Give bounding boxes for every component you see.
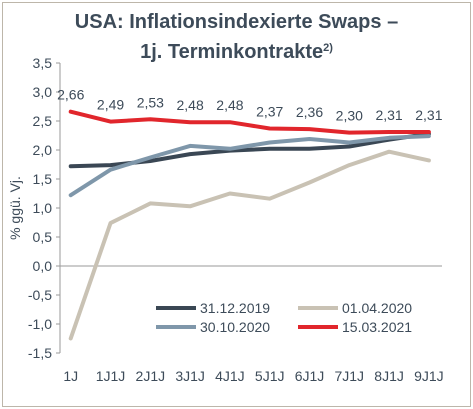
y-axis-title: % ggü. Vj.: [7, 176, 23, 240]
series-line-01.04.2020: [68, 149, 431, 341]
data-label: 2,53: [137, 94, 164, 110]
series-line-15.03.2021: [68, 109, 431, 135]
y-tick-label: 2,0: [33, 142, 53, 158]
y-tick-label: 1,0: [33, 200, 53, 216]
data-label: 2,30: [336, 108, 363, 124]
data-label: 2,36: [296, 104, 323, 120]
x-tick-label: 7J1J: [334, 368, 364, 384]
chart-title-line2: 1j. Terminkontrakte: [140, 41, 324, 63]
x-tick-label: 9J1J: [414, 368, 444, 384]
series-line-30.10.2020: [68, 134, 431, 198]
y-tick-label: 0,0: [33, 258, 53, 274]
x-tick-label: 8J1J: [374, 368, 404, 384]
legend-label: 31.12.2019: [200, 300, 270, 316]
data-label: 2,49: [97, 97, 124, 113]
data-label: 2,48: [216, 97, 243, 113]
x-tick-label: 6J1J: [295, 368, 325, 384]
x-tick-label: 1J1J: [96, 368, 126, 384]
data-label: 2,31: [375, 107, 402, 123]
y-tick-label: -1,0: [28, 316, 52, 332]
chart-title: USA: Inflationsindexierte Swaps – 1j. Te…: [3, 9, 470, 65]
y-tick-label: 2,5: [33, 113, 53, 129]
y-tick-label: 3,5: [33, 55, 53, 71]
x-tick-label: 3J1J: [175, 368, 205, 384]
legend-label: 30.10.2020: [200, 319, 270, 335]
y-tick-label: 3,0: [33, 84, 53, 100]
data-label: 2,66: [57, 87, 84, 103]
data-label: 2,48: [176, 97, 203, 113]
y-tick-label: 1,5: [33, 171, 53, 187]
chart-title-line1: USA: Inflationsindexierte Swaps –: [74, 11, 399, 33]
x-tick-label: 1J: [63, 368, 78, 384]
y-tick-label: -1,5: [28, 345, 52, 361]
legend-label: 15.03.2021: [342, 319, 412, 335]
x-tick-label: 4J1J: [215, 368, 245, 384]
y-tick-label: -0,5: [28, 287, 52, 303]
y-tick-label: 0,5: [33, 229, 53, 245]
chart-title-footnote: 2): [323, 42, 333, 54]
legend-label: 01.04.2020: [342, 300, 412, 316]
x-tick-label: 2J1J: [136, 368, 166, 384]
x-tick-label: 5J1J: [255, 368, 285, 384]
data-label: 2,37: [256, 104, 283, 120]
data-label: 2,31: [415, 107, 442, 123]
